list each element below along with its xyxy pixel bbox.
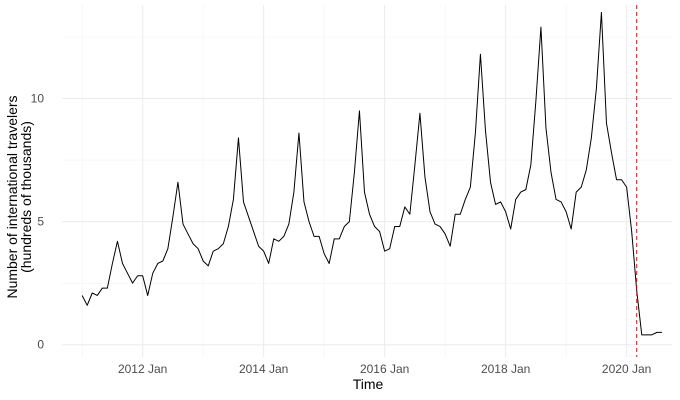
y-tick-label: 10: [31, 92, 45, 106]
x-tick-label: 2016 Jan: [360, 362, 409, 376]
y-tick-label: 0: [37, 338, 44, 352]
y-axis-title-line-1: Number of international travelers: [4, 95, 20, 298]
major-gridlines: [62, 5, 672, 357]
series-layer: [81, 11, 662, 336]
x-axis-tick-labels: 2012 Jan 2014 Jan 2016 Jan 2018 Jan 2020 Jan: [118, 362, 651, 376]
x-tick-label: 2014 Jan: [239, 362, 288, 376]
y-axis-title-line-2: (hundreds of thousands): [18, 121, 34, 273]
y-tick-label: 5: [37, 215, 44, 229]
y-axis-tick-labels: 0 5 10: [31, 92, 45, 352]
y-axis-title: Number of international travelers (hundr…: [4, 95, 34, 298]
x-tick-label: 2012 Jan: [118, 362, 167, 376]
minor-gridlines: [62, 5, 672, 357]
series-line-0: [81, 11, 662, 336]
x-axis-title: Time: [353, 376, 384, 392]
x-tick-label: 2020 Jan: [602, 362, 651, 376]
x-tick-label: 2018 Jan: [481, 362, 530, 376]
